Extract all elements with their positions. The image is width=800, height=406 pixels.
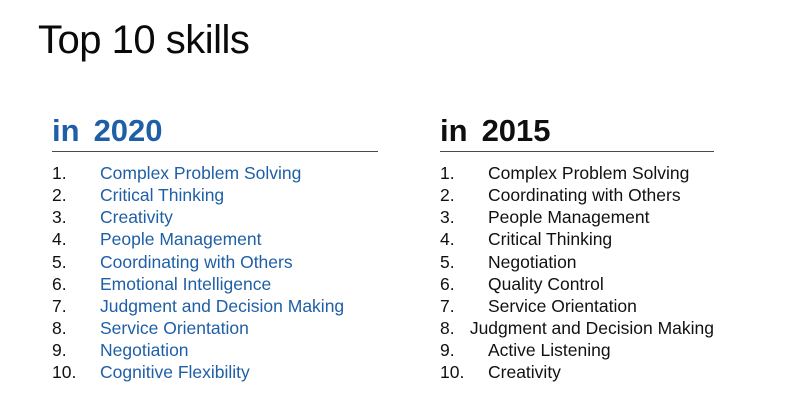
list-item: 10. Creativity [440, 361, 714, 383]
list-item: 8. Judgment and Decision Making [440, 317, 714, 339]
skill-rank: 2. [52, 185, 67, 206]
skill-rank: 7. [440, 295, 455, 316]
list-item: 2. Critical Thinking [52, 184, 378, 206]
skill-name: Service Orientation [488, 295, 637, 316]
skill-rank: 4. [440, 229, 455, 250]
skill-rank: 8. [440, 317, 455, 338]
skill-name: Emotional Intelligence [100, 273, 272, 294]
list-item: 5. Coordinating with Others [52, 251, 378, 273]
column-heading-2015: in 2015 [440, 112, 714, 153]
list-item: 9. Active Listening [440, 339, 714, 361]
skill-rank: 9. [440, 339, 455, 360]
skill-name: People Management [488, 207, 650, 228]
list-item: 10. Cognitive Flexibility [52, 361, 378, 383]
skill-rank: 5. [52, 251, 67, 272]
skill-name: Cognitive Flexibility [100, 362, 250, 383]
skill-name: Active Listening [488, 339, 611, 360]
skill-rank: 3. [52, 207, 67, 228]
skill-name: Creativity [100, 207, 173, 228]
column-heading-prefix: in [440, 113, 468, 148]
skill-rank: 4. [52, 229, 67, 250]
list-item: 1. Complex Problem Solving [52, 162, 378, 184]
skill-name: Complex Problem Solving [488, 163, 690, 184]
skill-rank: 8. [52, 317, 67, 338]
skill-rank: 10. [440, 362, 465, 383]
list-item: 2. Coordinating with Others [440, 184, 714, 206]
skill-list-2015: 1. Complex Problem Solving 2. Coordinating … [440, 162, 714, 383]
list-item: 3. People Management [440, 206, 714, 228]
skill-rank: 1. [52, 163, 67, 184]
skill-rank: 9. [52, 339, 67, 360]
list-item: 7. Service Orientation [440, 295, 714, 317]
skill-rank: 10. [52, 362, 77, 383]
skill-name: Negotiation [488, 251, 577, 272]
skills-column-2020: in 2020 1. Complex Problem Solving 2. Critic… [52, 112, 378, 383]
skill-name: People Management [100, 229, 262, 250]
skill-name: Complex Problem Solving [100, 163, 302, 184]
skill-name: Critical Thinking [488, 229, 613, 250]
skill-name: Creativity [488, 362, 561, 383]
column-heading-2020: in 2020 [52, 112, 378, 153]
skill-rank: 6. [52, 273, 67, 294]
skill-rank: 7. [52, 295, 67, 316]
skill-name: Judgment and Decision Making [469, 317, 714, 338]
list-item: 6. Quality Control [440, 273, 714, 295]
list-item: 9. Negotiation [52, 339, 378, 361]
list-item: 4. Critical Thinking [440, 228, 714, 250]
list-item: 1. Complex Problem Solving [440, 162, 714, 184]
column-heading-prefix: in [52, 113, 80, 148]
skill-list-2020: 1. Complex Problem Solving 2. Critical Thin… [52, 162, 378, 383]
list-item: 5. Negotiation [440, 251, 714, 273]
skill-name: Quality Control [488, 273, 604, 294]
skill-rank: 5. [440, 251, 455, 272]
skill-rank: 2. [440, 185, 455, 206]
skill-name: Coordinating with Others [100, 251, 293, 272]
skill-rank: 1. [440, 163, 455, 184]
skill-rank: 6. [440, 273, 455, 294]
skill-rank: 3. [440, 207, 455, 228]
list-item: 8. Service Orientation [52, 317, 378, 339]
column-heading-year: 2020 [93, 113, 163, 148]
list-item: 3. Creativity [52, 206, 378, 228]
page-title: Top 10 skills [38, 18, 250, 62]
list-item: 7. Judgment and Decision Making [52, 295, 378, 317]
list-item: 6. Emotional Intelligence [52, 273, 378, 295]
skill-name: Judgment and Decision Making [100, 295, 345, 316]
list-item: 4. People Management [52, 228, 378, 250]
skills-column-2015: in 2015 1. Complex Problem Solving 2. Coordi… [440, 112, 714, 383]
skill-name: Service Orientation [100, 317, 249, 338]
column-heading-year: 2015 [481, 113, 551, 148]
skill-name: Coordinating with Others [488, 185, 681, 206]
skill-name: Negotiation [100, 339, 189, 360]
skill-name: Critical Thinking [100, 185, 225, 206]
